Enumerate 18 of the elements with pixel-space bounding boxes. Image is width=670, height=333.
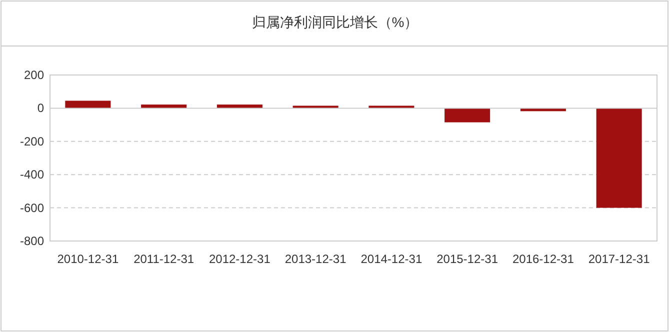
x-tick-label: 2017-12-31 bbox=[588, 252, 650, 266]
y-tick-label: 200 bbox=[24, 68, 44, 82]
y-tick-label: -200 bbox=[20, 134, 44, 148]
chart-title: 归属净利润同比增长（%） bbox=[252, 14, 418, 30]
x-tick-label: 2013-12-31 bbox=[284, 252, 347, 266]
x-tick-label: 2012-12-31 bbox=[208, 252, 271, 266]
x-tick-label: 2015-12-31 bbox=[436, 252, 498, 266]
x-tick-label: 2014-12-31 bbox=[360, 252, 422, 266]
x-tick-label: 2010-12-31 bbox=[57, 252, 119, 266]
y-tick-label: 0 bbox=[37, 101, 44, 116]
y-tick-label: -800 bbox=[20, 234, 44, 248]
bar bbox=[596, 108, 642, 208]
x-tick-label: 2011-12-31 bbox=[134, 252, 194, 266]
x-tick-label: 2016-12-31 bbox=[512, 252, 574, 266]
y-tick-label: -600 bbox=[20, 200, 44, 215]
bar bbox=[65, 100, 111, 108]
bar bbox=[444, 108, 490, 122]
y-tick-label: -400 bbox=[20, 168, 44, 182]
